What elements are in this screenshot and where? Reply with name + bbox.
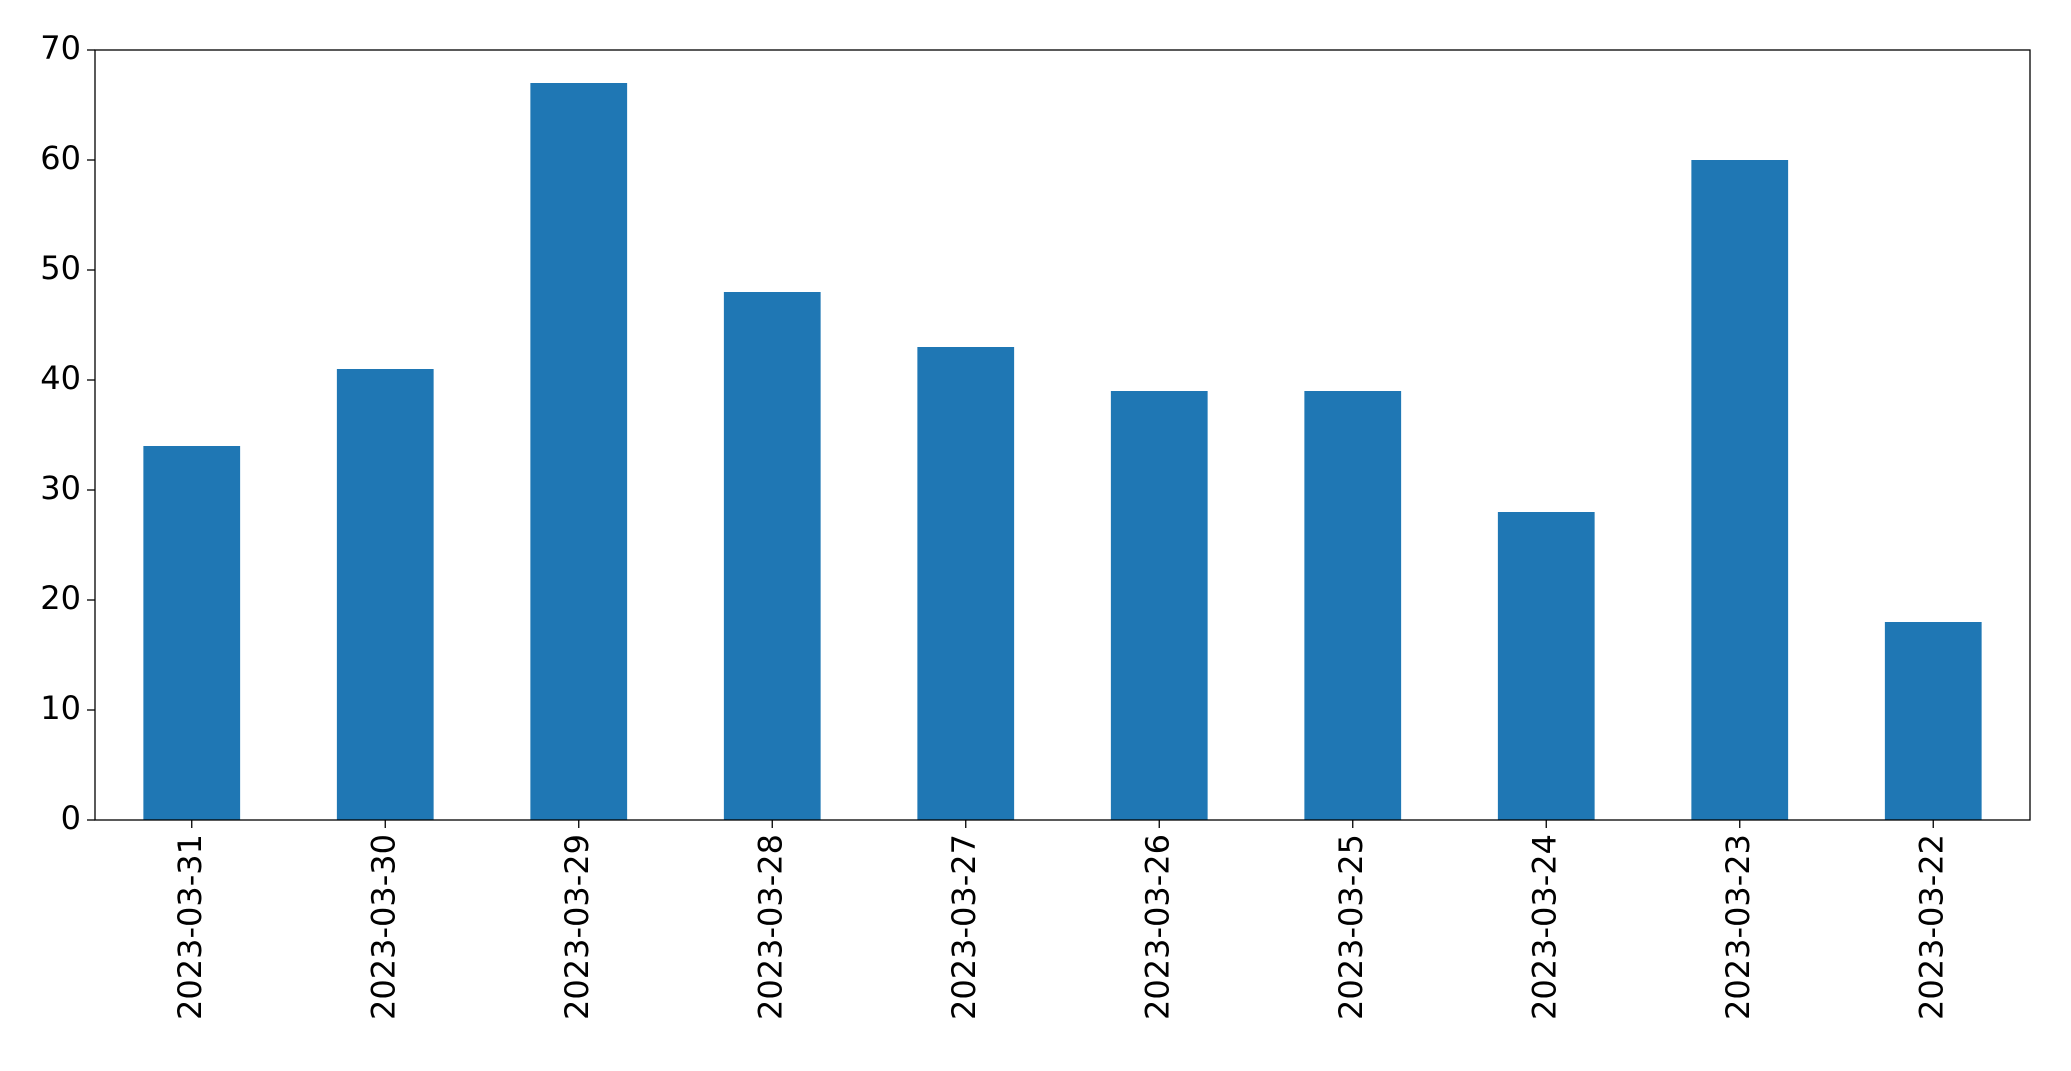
bar [336,369,434,820]
x-tick-label: 2023-03-28 [751,834,789,1020]
plot-frame [94,49,2031,821]
y-tick-label: 0 [61,799,81,837]
x-tick-label: 2023-03-22 [1912,834,1950,1020]
x-tick-label: 2023-03-24 [1525,834,1563,1020]
y-tick-label: 40 [40,359,81,397]
x-tick-label: 2023-03-30 [364,834,402,1020]
y-tick-label: 30 [40,469,81,507]
y-tick-label: 60 [40,139,81,177]
y-tick-label: 70 [40,29,81,67]
bar [1884,622,1982,820]
x-tick-label: 2023-03-25 [1332,834,1370,1020]
x-tick-label: 2023-03-23 [1719,834,1757,1020]
bar [143,446,241,820]
bar [530,83,628,820]
x-tick-label: 2023-03-29 [558,834,596,1020]
bar [1110,391,1208,820]
y-tick-label: 20 [40,579,81,617]
x-tick-label: 2023-03-26 [1138,834,1176,1020]
bar [1691,160,1789,820]
x-tick-label: 2023-03-31 [171,834,209,1020]
y-tick-label: 10 [40,689,81,727]
bar [917,347,1015,820]
y-tick-label: 50 [40,249,81,287]
x-tick-label: 2023-03-27 [945,834,983,1020]
bar [1497,512,1595,820]
bar [723,292,821,820]
bar [1304,391,1402,820]
